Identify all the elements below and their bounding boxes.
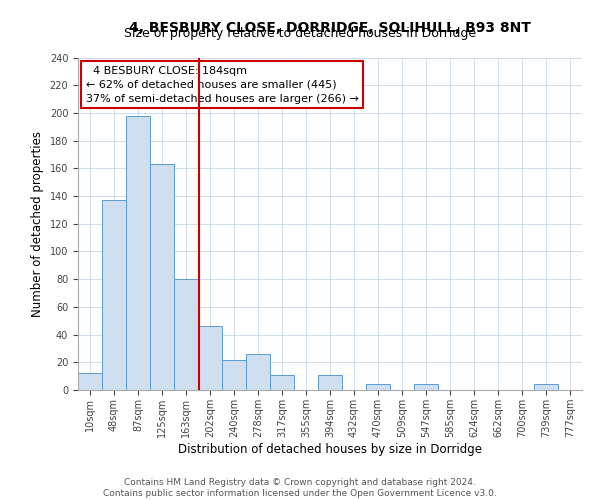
Bar xyxy=(126,116,150,390)
Title: 4, BESBURY CLOSE, DORRIDGE, SOLIHULL, B93 8NT: 4, BESBURY CLOSE, DORRIDGE, SOLIHULL, B9… xyxy=(129,22,531,36)
Text: Contains HM Land Registry data © Crown copyright and database right 2024.
Contai: Contains HM Land Registry data © Crown c… xyxy=(103,478,497,498)
Bar xyxy=(534,384,558,390)
X-axis label: Distribution of detached houses by size in Dorridge: Distribution of detached houses by size … xyxy=(178,442,482,456)
Bar xyxy=(318,375,342,390)
Text: 4 BESBURY CLOSE: 184sqm
← 62% of detached houses are smaller (445)
37% of semi-d: 4 BESBURY CLOSE: 184sqm ← 62% of detache… xyxy=(86,66,358,104)
Bar xyxy=(270,375,294,390)
Text: Size of property relative to detached houses in Dorridge: Size of property relative to detached ho… xyxy=(124,28,476,40)
Bar xyxy=(198,326,222,390)
Bar xyxy=(102,200,126,390)
Bar xyxy=(366,384,390,390)
Bar xyxy=(222,360,246,390)
Bar xyxy=(414,384,438,390)
Bar xyxy=(246,354,270,390)
Y-axis label: Number of detached properties: Number of detached properties xyxy=(31,130,44,317)
Bar xyxy=(78,374,102,390)
Bar xyxy=(174,279,198,390)
Bar xyxy=(150,164,174,390)
